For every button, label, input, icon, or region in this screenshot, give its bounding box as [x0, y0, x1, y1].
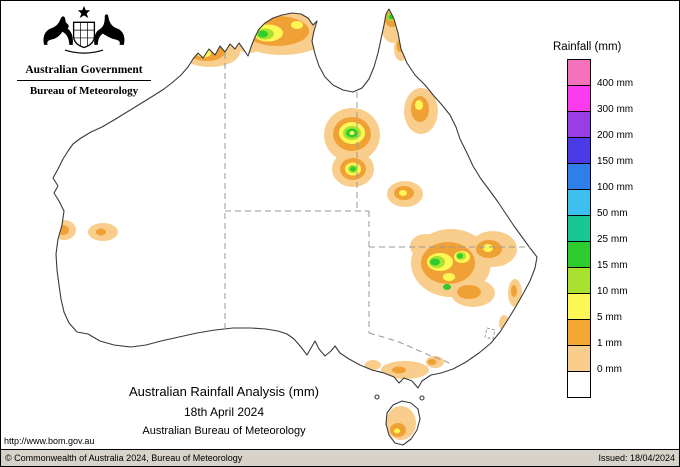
legend-label: 5 mm	[597, 312, 622, 323]
map-org: Australian Bureau of Meteorology	[142, 425, 306, 437]
legend-title: Rainfall (mm)	[553, 41, 622, 53]
rain-core-dot	[349, 131, 355, 135]
bom-url[interactable]: http://www.bom.gov.au	[4, 436, 95, 446]
map-caption: Australian Rainfall Analysis (mm) 18th A…	[79, 384, 369, 437]
coat-of-arms-icon	[43, 5, 125, 54]
gov-title: Australian Government	[25, 64, 143, 76]
copyright-text: © Commonwealth of Australia 2024, Bureau…	[5, 453, 243, 463]
tasmania-coastline	[385, 400, 421, 446]
legend-label: 50 mm	[597, 208, 628, 219]
bureau-title: Bureau of Meteorology	[29, 85, 139, 97]
legend-label: 150 mm	[597, 156, 634, 167]
bom-logo: Australian Government Bureau of Meteorol…	[9, 5, 159, 97]
legend-label: 10 mm	[597, 286, 628, 297]
legend-label: 100 mm	[597, 182, 634, 193]
logo-divider	[17, 80, 151, 81]
legend-swatch	[568, 345, 590, 371]
legend-swatch	[568, 319, 590, 345]
legend-swatch	[568, 163, 590, 189]
legend-swatches	[567, 59, 591, 398]
legend-label: 200 mm	[597, 130, 634, 141]
coastline	[52, 8, 538, 446]
legend-label: 25 mm	[597, 234, 628, 245]
footer-bar: © Commonwealth of Australia 2024, Bureau…	[1, 449, 679, 466]
legend-label: 400 mm	[597, 78, 634, 89]
legend-swatch	[568, 293, 590, 319]
legend-swatch	[568, 215, 590, 241]
legend-swatch	[568, 189, 590, 215]
act-border	[484, 327, 496, 340]
rain-band-25mm	[258, 14, 463, 290]
state-borders	[224, 53, 530, 366]
map-title: Australian Rainfall Analysis (mm)	[128, 384, 319, 399]
legend-swatch	[568, 60, 590, 85]
legend-swatch	[568, 267, 590, 293]
map-date: 18th April 2024	[183, 405, 265, 419]
legend-swatch	[568, 371, 590, 397]
legend-label: 15 mm	[597, 260, 628, 271]
legend-swatch	[568, 85, 590, 111]
legend-swatch	[568, 137, 590, 163]
bass-strait-island	[419, 395, 425, 401]
legend-labels: 400 mm 300 mm 200 mm 150 mm 100 mm 50 mm 25 mm…	[597, 59, 652, 399]
legend-swatch	[568, 241, 590, 267]
legend-swatch	[568, 111, 590, 137]
rain-band-10mm	[197, 21, 493, 434]
bass-strait-island	[374, 394, 380, 400]
legend-label: 300 mm	[597, 104, 634, 115]
rainfall-overlay	[53, 9, 522, 440]
issued-text: Issued: 18/04/2024	[598, 453, 675, 463]
legend-label: 1 mm	[597, 338, 622, 349]
legend-label: 0 mm	[597, 364, 622, 375]
